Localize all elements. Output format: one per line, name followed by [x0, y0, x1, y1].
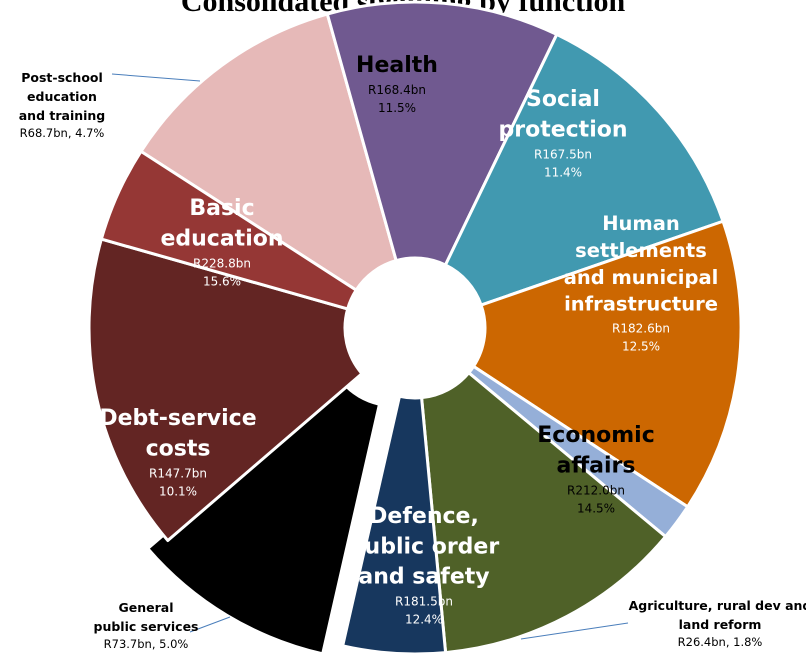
leader-post-school-education-and-training — [111, 73, 201, 82]
slice-value-label: R26.4bn — [678, 635, 726, 649]
slice-name-label: Economic affairs — [537, 423, 654, 478]
leader-general-public-services — [189, 616, 231, 633]
slice-value-label: R73.7bn — [104, 637, 152, 651]
slice-percent-label: 10.1% — [159, 484, 197, 498]
slice-defence-public-order-and-safety — [420, 371, 668, 655]
slice-value-label: R147.7bn — [149, 466, 207, 480]
label-debt-service-costs: Debt-service costs R147.7bn 10.1% — [99, 406, 256, 498]
donut-slices — [87, 0, 743, 656]
slice-name-label: General public services — [94, 600, 199, 634]
slice-economic-affairs — [472, 219, 743, 509]
slice-percent-label: 12.5% — [622, 340, 660, 354]
slice-name-label: Human settlements and municipal infrastruct… — [564, 212, 719, 316]
slice-name-label: Agriculture, rural dev and land reform — [629, 598, 806, 632]
label-agriculture-rural-dev-and-land-reform: Agriculture, rural dev and land reform R26… — [629, 598, 806, 649]
label-general-public-services: General public services R73.7bn, 5.0% — [94, 600, 199, 651]
slice-percent-label: , 4.7% — [68, 126, 105, 140]
svg-text:R68.7bn, 4.7%: R68.7bn, 4.7% — [20, 126, 105, 140]
label-basic-education: Basic education R228.8bn 15.6% — [160, 196, 283, 288]
slice-human-settlements-and-municipal-infrastructure — [443, 32, 725, 307]
slice-value-label: R182.6bn — [612, 322, 670, 336]
slice-value-label: R167.5bn — [534, 147, 592, 161]
label-social-protection: Social protection R167.5bn 11.4% — [498, 87, 627, 179]
slice-percent-label: , 5.0% — [152, 637, 189, 651]
slice-debt-service-costs — [146, 380, 381, 656]
slice-percent-label: , 1.8% — [726, 635, 763, 649]
slice-name-label: Social protection — [498, 87, 627, 142]
label-economic-affairs: Economic affairs R212.0bn 14.5% — [537, 423, 654, 515]
slice-name-label: Debt-service costs — [99, 406, 256, 461]
label-defence-public-order-and-safety: Defence, public order and safety R181.5bn 12… — [349, 504, 500, 627]
slice-value-label: R168.4bn — [368, 83, 426, 97]
slice-value-label: R68.7bn — [20, 126, 68, 140]
slice-value-label: R212.0bn — [567, 483, 625, 497]
svg-text:R26.4bn, 1.8%: R26.4bn, 1.8% — [678, 635, 763, 649]
slice-labels: Health R168.4bn 11.5% Social protection R167.… — [19, 53, 806, 651]
slice-name-label: Basic education — [160, 196, 283, 251]
label-health: Health R168.4bn 11.5% — [356, 53, 438, 115]
slice-percent-label: 15.6% — [203, 274, 241, 288]
slice-value-label: R181.5bn — [395, 595, 453, 609]
label-post-school-education-and-training: Post-school education and training R68.7bn,… — [19, 70, 106, 140]
slice-name-label: Health — [356, 53, 438, 78]
slice-name-label: Post-school education and training — [19, 70, 106, 123]
leader-agriculture-rural-dev-and-land-reform — [520, 622, 629, 640]
slice-social-protection — [325, 0, 559, 267]
slice-post-school-education-and-training — [99, 149, 358, 311]
svg-text:R73.7bn, 5.0%: R73.7bn, 5.0% — [104, 637, 189, 651]
slice-basic-education — [87, 237, 364, 543]
slice-percent-label: 12.4% — [405, 613, 443, 627]
slice-percent-label: 14.5% — [577, 501, 615, 515]
label-human-settlements-and-municipal-infrastructure: Human settlements and municipal infrastruct… — [564, 212, 719, 354]
slice-percent-label: 11.5% — [378, 101, 416, 115]
leader-lines — [111, 73, 629, 640]
slice-name-label: Defence, public order and safety — [349, 504, 500, 590]
slice-percent-label: 11.4% — [544, 165, 582, 179]
slice-value-label: R228.8bn — [193, 256, 251, 270]
slice-health — [139, 12, 398, 292]
slice-general-public-services — [341, 394, 448, 656]
